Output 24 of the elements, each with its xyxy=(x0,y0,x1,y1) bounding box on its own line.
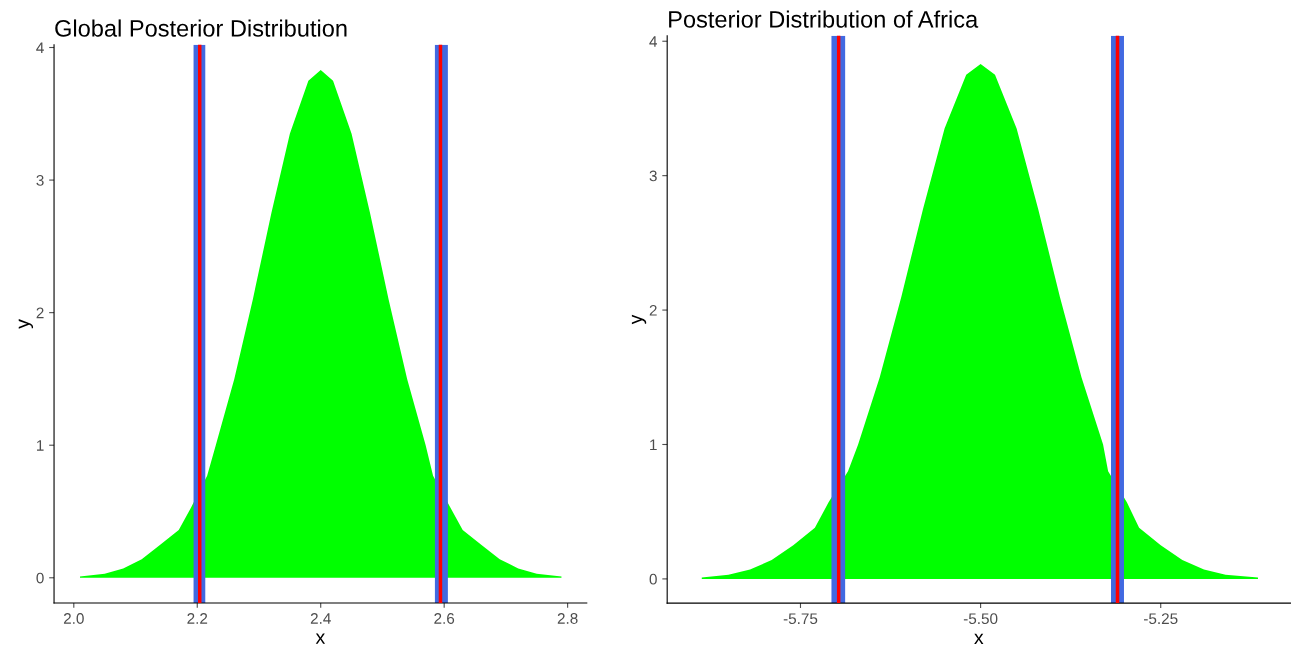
y-tick-label: 0 xyxy=(36,572,44,584)
x-tick-label: -5.50 xyxy=(963,613,998,625)
y-tick-label: 4 xyxy=(649,36,658,47)
y-tick-label: 0 xyxy=(649,573,657,585)
y-axis-title: y xyxy=(631,314,647,325)
x-tick-label: 2.8 xyxy=(557,613,578,624)
x-tick-label: -5.75 xyxy=(783,613,818,625)
y-tick-label: 3 xyxy=(649,170,657,182)
x-axis-title: x xyxy=(315,633,326,644)
y-axis-title: y xyxy=(18,319,34,329)
x-tick-label: 2.4 xyxy=(310,613,331,624)
x-axis-title: x xyxy=(974,633,984,644)
x-tick-label: 2.6 xyxy=(434,613,455,624)
x-tick-label: -5.25 xyxy=(1143,613,1178,625)
y-tick-label: 2 xyxy=(649,304,657,316)
x-tick-label: 2.0 xyxy=(63,613,84,624)
y-tick-label: 1 xyxy=(36,440,44,451)
y-tick-label: 3 xyxy=(36,174,44,186)
y-tick-label: 1 xyxy=(650,439,657,451)
x-tick-label: 2.2 xyxy=(187,613,208,624)
chart-title: Posterior Distribution of Africa xyxy=(669,10,979,28)
chart-title: Global Posterior Distribution xyxy=(55,19,347,37)
y-tick-label: 4 xyxy=(36,42,44,54)
y-tick-label: 2 xyxy=(36,307,44,319)
